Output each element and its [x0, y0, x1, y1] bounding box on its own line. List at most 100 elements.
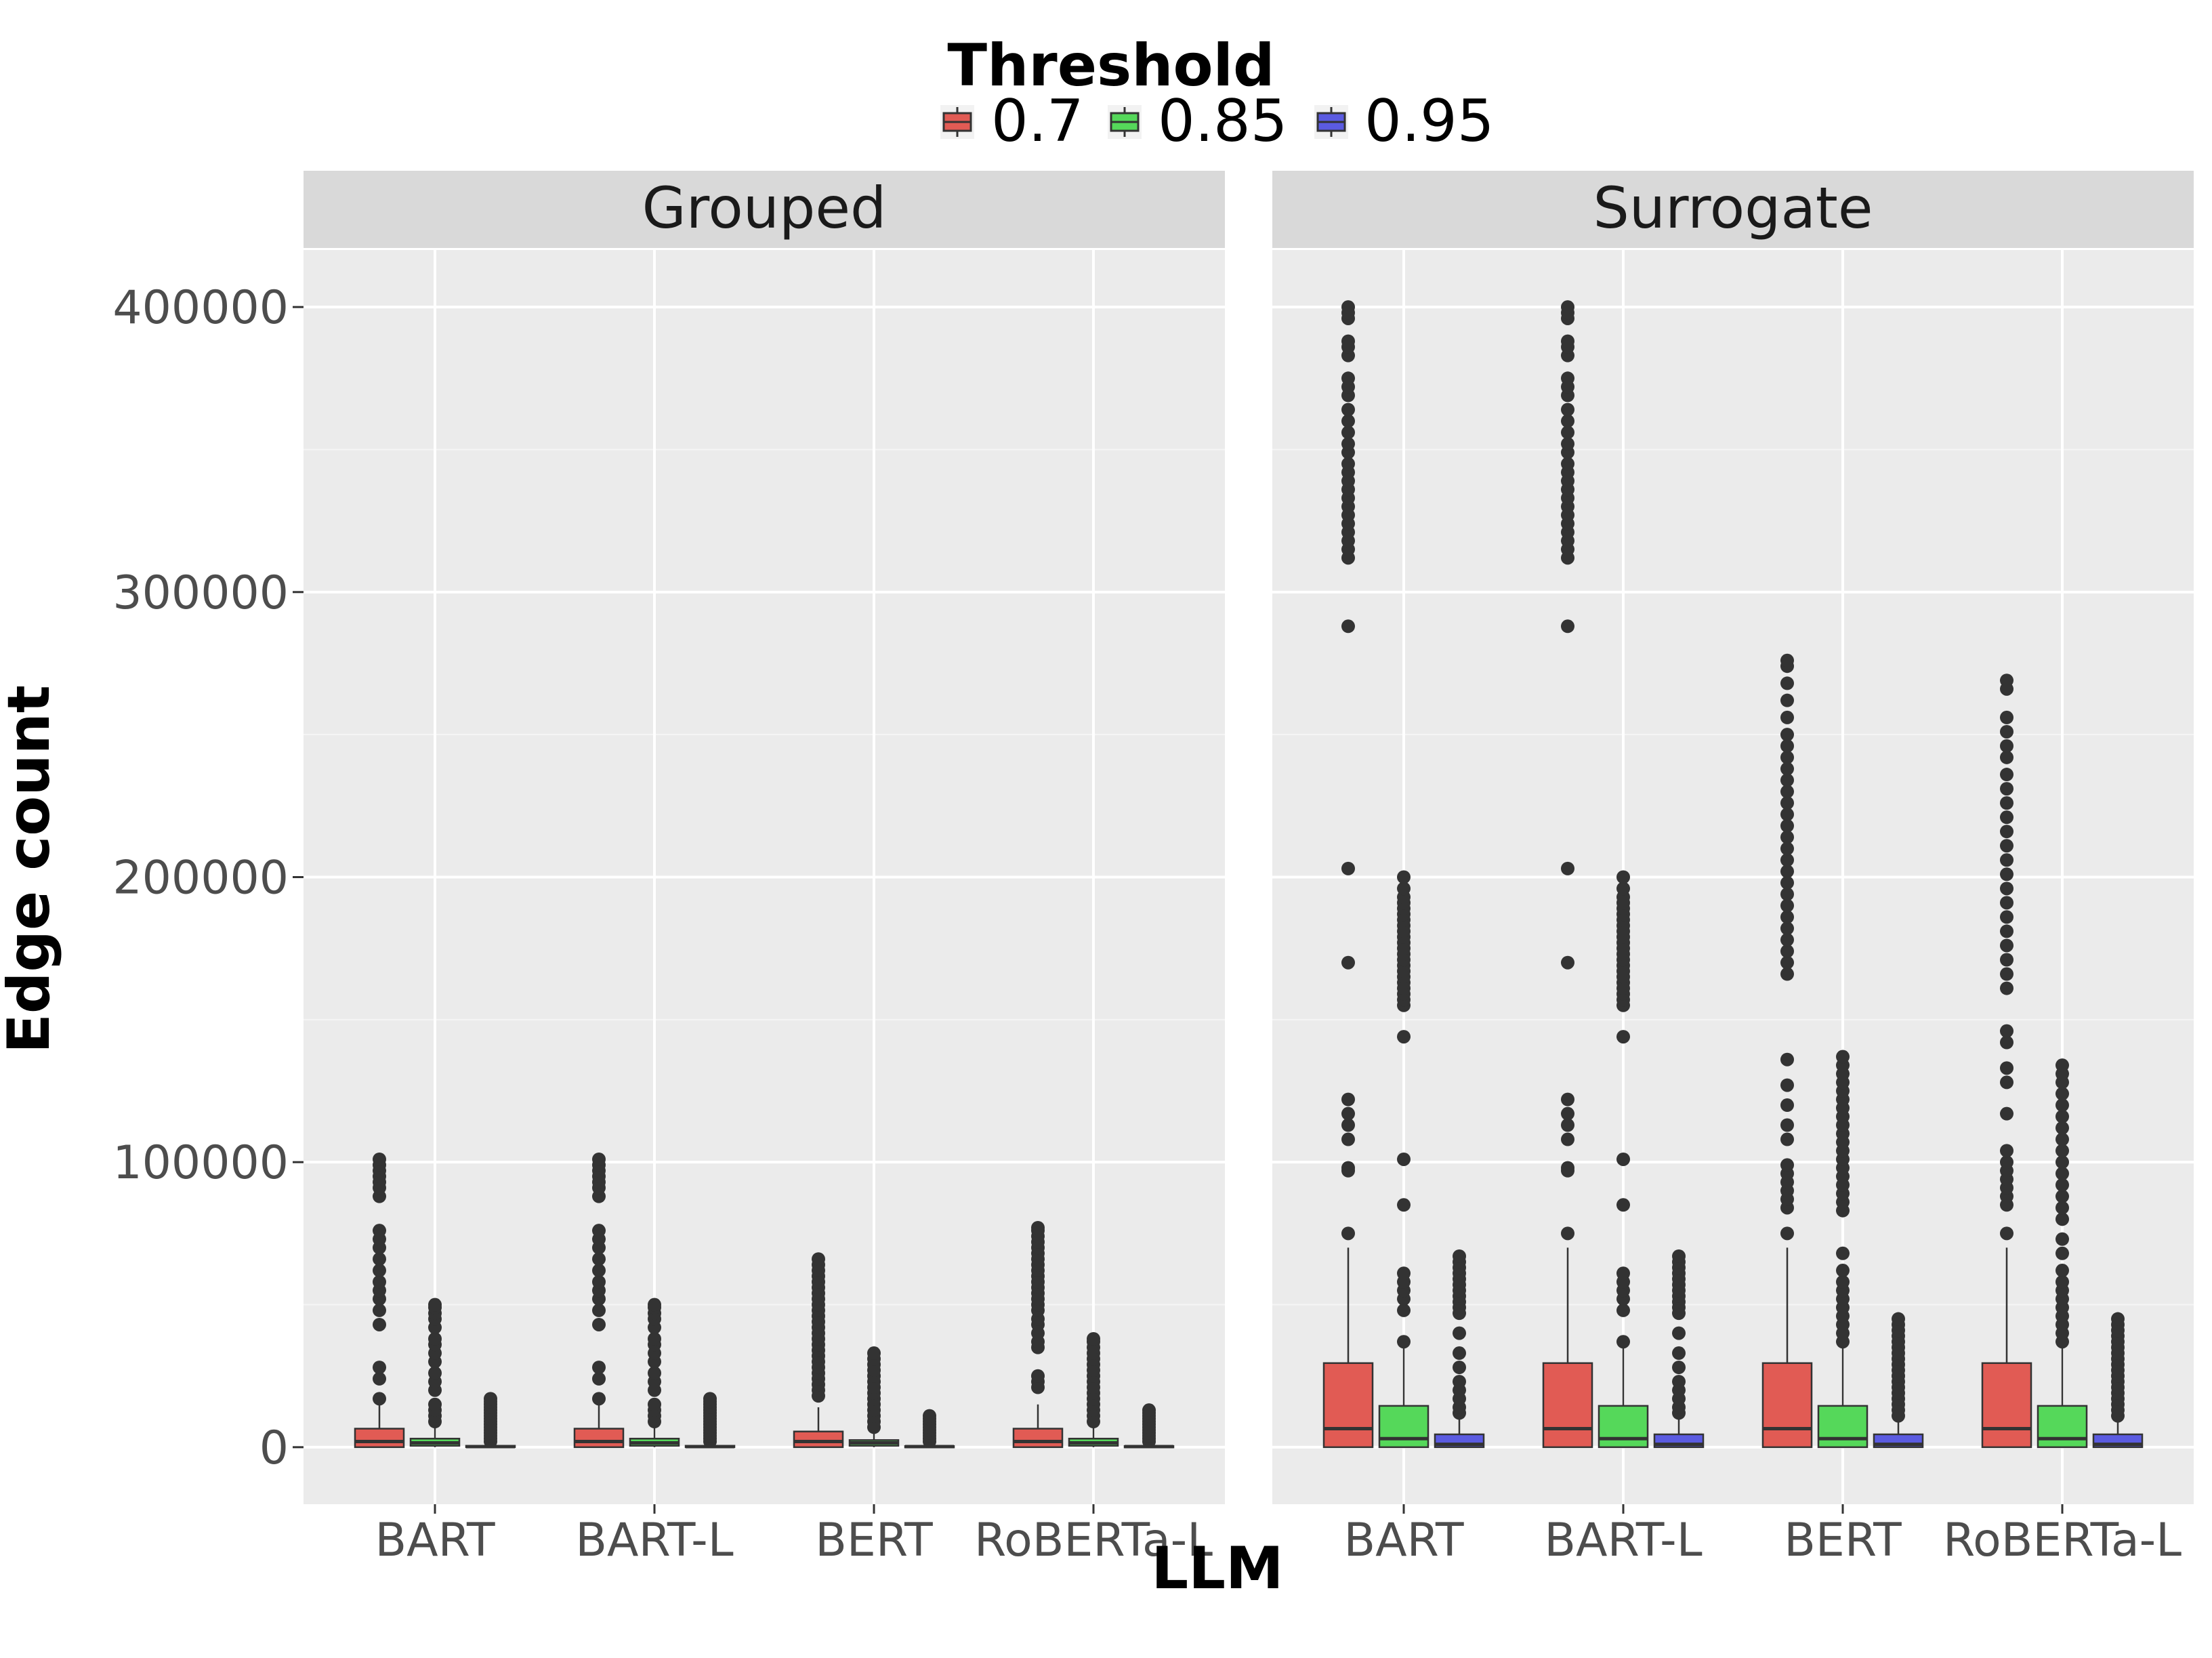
outlier-point: [1616, 1030, 1630, 1044]
outlier-point: [2000, 810, 2013, 825]
outlier-point: [373, 1303, 386, 1317]
outlier-point: [1780, 955, 1794, 970]
outlier-point: [1780, 830, 1794, 844]
outlier-point: [1561, 1092, 1574, 1106]
legend-entry: 0.7: [940, 87, 1084, 155]
y-tick-label: 200000: [112, 852, 289, 905]
outlier-point: [1453, 1346, 1466, 1361]
facet-panel: Grouped BART BART-L BERT RoBERTa-L: [304, 171, 1225, 1567]
y-tick-label: 300000: [112, 566, 289, 620]
outlier-point: [1397, 1335, 1411, 1349]
outlier-point: [2000, 839, 2013, 853]
facet-panel: Surrogate BART BART-L BERT RoBERTa-L: [1272, 171, 2194, 1567]
outlier-point: [1031, 1369, 1045, 1383]
outlier-point: [1780, 762, 1794, 776]
box-iqr: [2037, 1405, 2088, 1449]
outlier-point: [1561, 457, 1574, 471]
outlier-point: [2000, 1144, 2013, 1158]
outlier-point: [373, 1392, 386, 1406]
outlier-point: [1780, 944, 1794, 958]
outlier-point: [1561, 371, 1574, 386]
box-0.7: [1012, 1220, 1064, 1449]
y-tick-label: 0: [259, 1422, 289, 1475]
outlier-point: [1561, 955, 1574, 970]
outlier-point: [2000, 710, 2013, 724]
outlier-point: [592, 1252, 606, 1266]
outlier-point: [2000, 768, 2013, 782]
outlier-point: [2000, 1075, 2013, 1090]
outlier-point: [2000, 724, 2013, 739]
outlier-point: [1780, 933, 1794, 947]
box-0.7: [1542, 300, 1593, 1449]
outlier-point: [1561, 414, 1574, 428]
outlier-point: [2056, 1201, 2069, 1215]
outlier-point: [1561, 437, 1574, 451]
outlier-point: [1616, 882, 1630, 896]
outlier-point: [1561, 300, 1574, 314]
facet-strip: [1272, 171, 2194, 248]
outlier-point: [2056, 1098, 2069, 1113]
outlier-point: [648, 1397, 661, 1411]
outlier-point: [1780, 728, 1794, 742]
outlier-point: [1142, 1403, 1156, 1417]
outlier-point: [2056, 1178, 2069, 1192]
box-0.7: [573, 1152, 625, 1449]
outlier-point: [1780, 898, 1794, 913]
legend-title: Threshold: [947, 32, 1274, 100]
outlier-point: [1780, 710, 1794, 724]
outlier-point: [428, 1298, 442, 1312]
box-0.85: [1817, 1050, 1869, 1449]
outlier-point: [2000, 938, 2013, 953]
outlier-point: [2000, 750, 2013, 764]
box-0.7: [354, 1152, 405, 1449]
outlier-point: [1341, 402, 1355, 417]
outlier-point: [2056, 1087, 2069, 1101]
outlier-point: [1780, 1052, 1794, 1066]
x-tick-label: BART-L: [1544, 1514, 1702, 1567]
outlier-point: [1341, 1118, 1355, 1132]
facet-label: Grouped: [642, 175, 887, 241]
outlier-point: [867, 1346, 881, 1361]
y-tick-label: 100000: [112, 1136, 289, 1190]
outlier-point: [1780, 676, 1794, 690]
outlier-point: [373, 1361, 386, 1375]
outlier-point: [1836, 1274, 1850, 1289]
box-iqr: [1012, 1428, 1064, 1449]
outlier-point: [1561, 426, 1574, 440]
outlier-point: [1780, 818, 1794, 833]
box-0.85: [1598, 870, 1649, 1449]
outlier-point: [2000, 967, 2013, 981]
outlier-point: [1453, 1326, 1466, 1340]
outlier-point: [2056, 1212, 2069, 1226]
outlier-point: [1397, 1152, 1411, 1166]
outlier-point: [2000, 867, 2013, 882]
outlier-point: [1616, 1152, 1630, 1166]
legend-label: 0.7: [991, 87, 1084, 155]
box-iqr: [1981, 1362, 2032, 1449]
outlier-point: [1616, 1198, 1630, 1212]
outlier-point: [2056, 1144, 2069, 1158]
box-0.85: [409, 1298, 461, 1447]
outlier-point: [1780, 739, 1794, 753]
box-0.85: [1378, 870, 1430, 1449]
outlier-point: [1780, 807, 1794, 821]
outlier-point: [1341, 955, 1355, 970]
outlier-point: [1397, 1266, 1411, 1281]
outlier-point: [1341, 619, 1355, 634]
box-0.7: [1761, 653, 1813, 1449]
box-0.95: [465, 1392, 516, 1449]
facet-label: Surrogate: [1593, 175, 1873, 241]
outlier-point: [592, 1152, 606, 1166]
outlier-point: [1031, 1220, 1045, 1235]
outlier-point: [2000, 882, 2013, 896]
box-iqr: [1322, 1362, 1374, 1449]
outlier-point: [1453, 1361, 1466, 1375]
outlier-point: [2000, 796, 2013, 810]
box-0.85: [1068, 1332, 1119, 1447]
box-0.95: [1123, 1403, 1175, 1449]
outlier-point: [2000, 924, 2013, 938]
outlier-point: [2056, 1132, 2069, 1146]
outlier-point: [1780, 750, 1794, 764]
outlier-point: [1561, 1106, 1574, 1121]
outlier-point: [1341, 334, 1355, 348]
